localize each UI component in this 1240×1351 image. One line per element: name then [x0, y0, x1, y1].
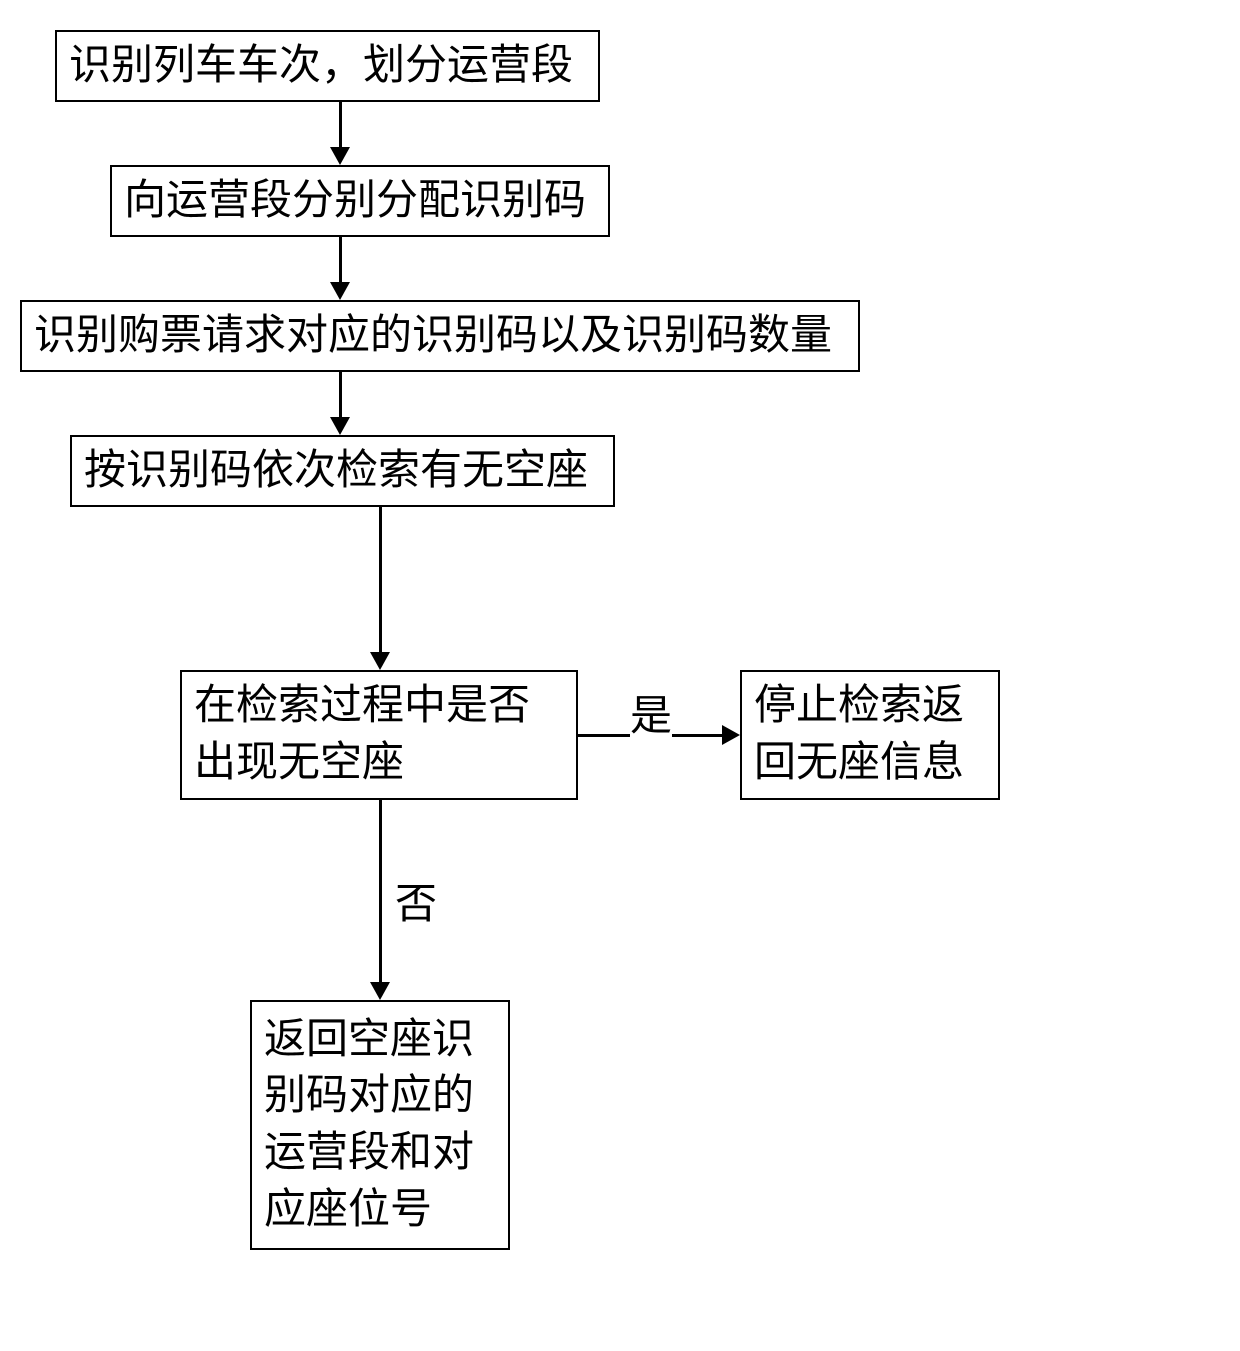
- edge-line: [339, 237, 342, 284]
- edge-line: [339, 102, 342, 149]
- arrowhead-down-icon: [330, 417, 350, 435]
- edge-label-yes: 是: [630, 682, 672, 743]
- flow-node-decision-empty: 在检索过程中是否 出现无空座: [180, 670, 578, 800]
- arrowhead-down-icon: [370, 652, 390, 670]
- flow-node-identify-request: 识别购票请求对应的识别码以及识别码数量: [20, 300, 860, 372]
- edge-line: [339, 372, 342, 419]
- edge-line: [379, 800, 382, 984]
- node-label: 返回空座识 别码对应的 运营段和对 应座位号: [264, 1012, 474, 1239]
- node-label: 识别购票请求对应的识别码以及识别码数量: [34, 308, 832, 365]
- edge-line: [379, 507, 382, 654]
- flow-node-stop-return-noseat: 停止检索返 回无座信息: [740, 670, 1000, 800]
- arrowhead-down-icon: [330, 147, 350, 165]
- arrowhead-down-icon: [330, 282, 350, 300]
- arrowhead-down-icon: [370, 982, 390, 1000]
- flow-node-assign-codes: 向运营段分别分配识别码: [110, 165, 610, 237]
- node-label: 按识别码依次检索有无空座: [84, 443, 588, 500]
- flow-node-search-seats: 按识别码依次检索有无空座: [70, 435, 615, 507]
- edge-label-no: 否: [395, 870, 437, 931]
- node-label: 停止检索返 回无座信息: [754, 678, 964, 791]
- node-label: 识别列车车次，划分运营段: [69, 38, 573, 95]
- node-label: 在检索过程中是否 出现无空座: [194, 678, 530, 791]
- node-label: 向运营段分别分配识别码: [124, 173, 586, 230]
- arrowhead-right-icon: [722, 725, 740, 745]
- flow-node-identify-train: 识别列车车次，划分运营段: [55, 30, 600, 102]
- flow-node-return-seatinfo: 返回空座识 别码对应的 运营段和对 应座位号: [250, 1000, 510, 1250]
